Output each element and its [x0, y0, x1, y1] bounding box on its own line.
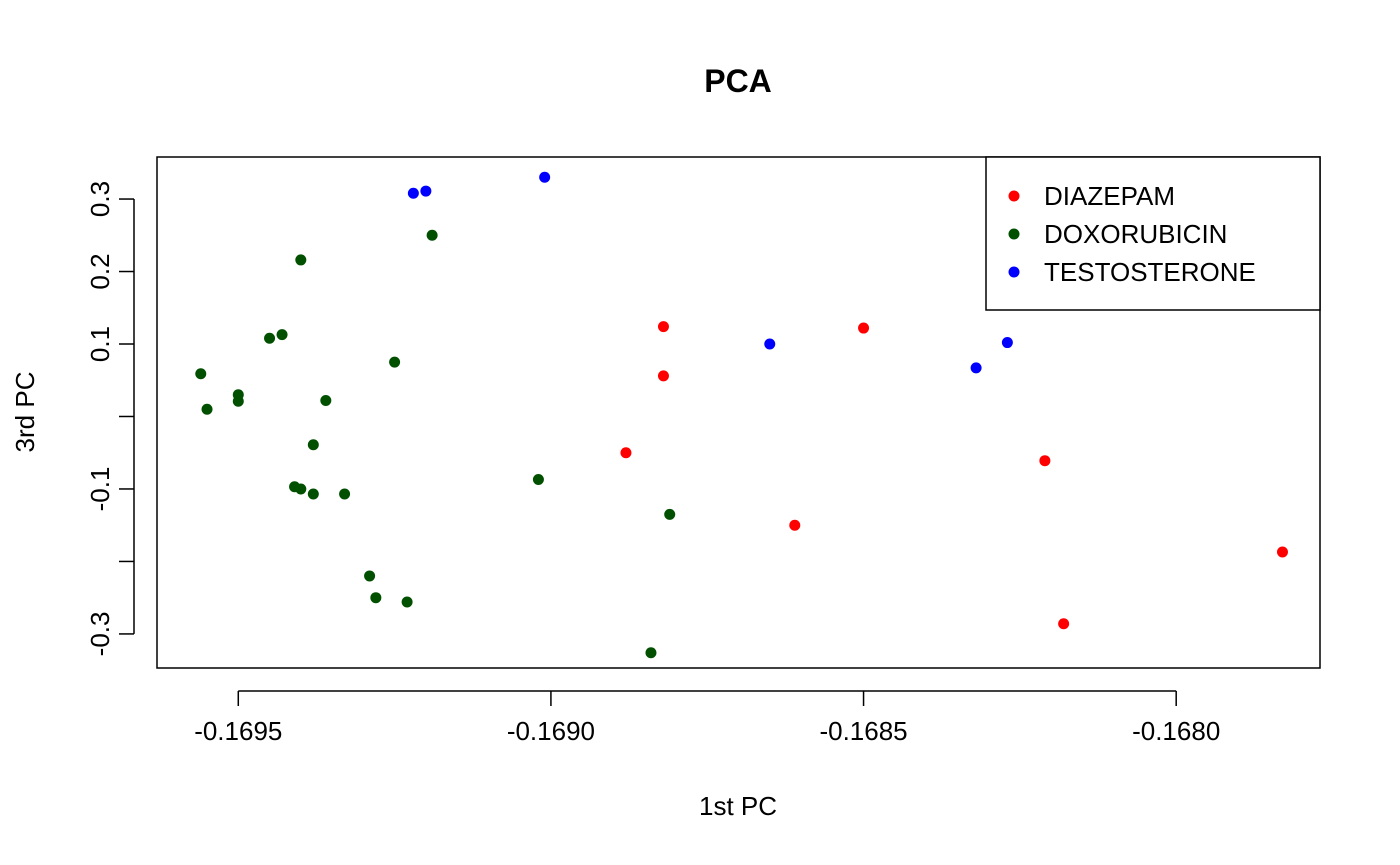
point-diazepam — [1058, 618, 1070, 630]
point-doxorubicin — [295, 254, 307, 266]
y-axis-label: 3rd PC — [10, 372, 40, 453]
point-doxorubicin — [307, 488, 319, 500]
point-diazepam — [620, 447, 632, 459]
point-doxorubicin — [307, 439, 319, 451]
legend-marker — [1008, 228, 1020, 240]
point-doxorubicin — [264, 332, 276, 344]
legend-entry: DIAZEPAM — [1044, 181, 1175, 211]
y-tick-label: 0.2 — [85, 253, 115, 289]
legend-entry: DOXORUBICIN — [1044, 219, 1227, 249]
point-diazepam — [657, 321, 669, 333]
point-doxorubicin — [232, 389, 244, 401]
point-diazepam — [789, 519, 801, 531]
point-testosterone — [1001, 337, 1013, 349]
x-tick-label: -0.1695 — [194, 716, 282, 746]
point-doxorubicin — [645, 647, 657, 659]
y-tick-label: 0.1 — [85, 326, 115, 362]
x-tick-label: -0.1685 — [819, 716, 907, 746]
point-testosterone — [970, 362, 982, 374]
point-diazepam — [657, 370, 669, 382]
point-doxorubicin — [339, 488, 351, 500]
point-diazepam — [1039, 455, 1051, 467]
data-points — [195, 171, 1288, 659]
x-axis-label: 1st PC — [699, 791, 777, 821]
point-diazepam — [1276, 546, 1288, 558]
point-doxorubicin — [295, 483, 307, 495]
point-doxorubicin — [201, 403, 213, 415]
point-doxorubicin — [426, 229, 438, 241]
point-doxorubicin — [664, 508, 676, 520]
point-testosterone — [420, 185, 432, 197]
plot-area-frame — [156, 156, 1321, 669]
x-tick-label: -0.1690 — [507, 716, 595, 746]
point-doxorubicin — [320, 395, 332, 407]
legend-entry: TESTOSTERONE — [1044, 257, 1256, 287]
legend-box — [985, 156, 1321, 311]
point-diazepam — [858, 322, 870, 334]
point-testosterone — [764, 338, 776, 350]
x-axis: -0.1695 -0.1690 -0.1685 -0.1680 — [194, 690, 1220, 746]
x-tick-label: -0.1680 — [1132, 716, 1220, 746]
chart-title: PCA — [704, 63, 772, 99]
point-doxorubicin — [276, 329, 288, 341]
point-doxorubicin — [401, 596, 413, 608]
point-testosterone — [539, 171, 551, 183]
legend-marker — [1008, 266, 1020, 278]
y-tick-label: -0.1 — [85, 467, 115, 512]
point-doxorubicin — [370, 592, 382, 604]
y-tick-label: 0.3 — [85, 181, 115, 217]
point-doxorubicin — [364, 570, 376, 582]
point-doxorubicin — [389, 356, 401, 368]
y-tick-label: -0.3 — [85, 612, 115, 657]
legend-marker — [1008, 190, 1020, 202]
point-testosterone — [407, 187, 419, 199]
point-doxorubicin — [532, 474, 544, 486]
y-axis: -0.3 -0.1 0.1 0.2 0.3 — [85, 181, 135, 657]
legend: DIAZEPAM DOXORUBICIN TESTOSTERONE — [985, 156, 1321, 311]
point-doxorubicin — [195, 368, 207, 380]
